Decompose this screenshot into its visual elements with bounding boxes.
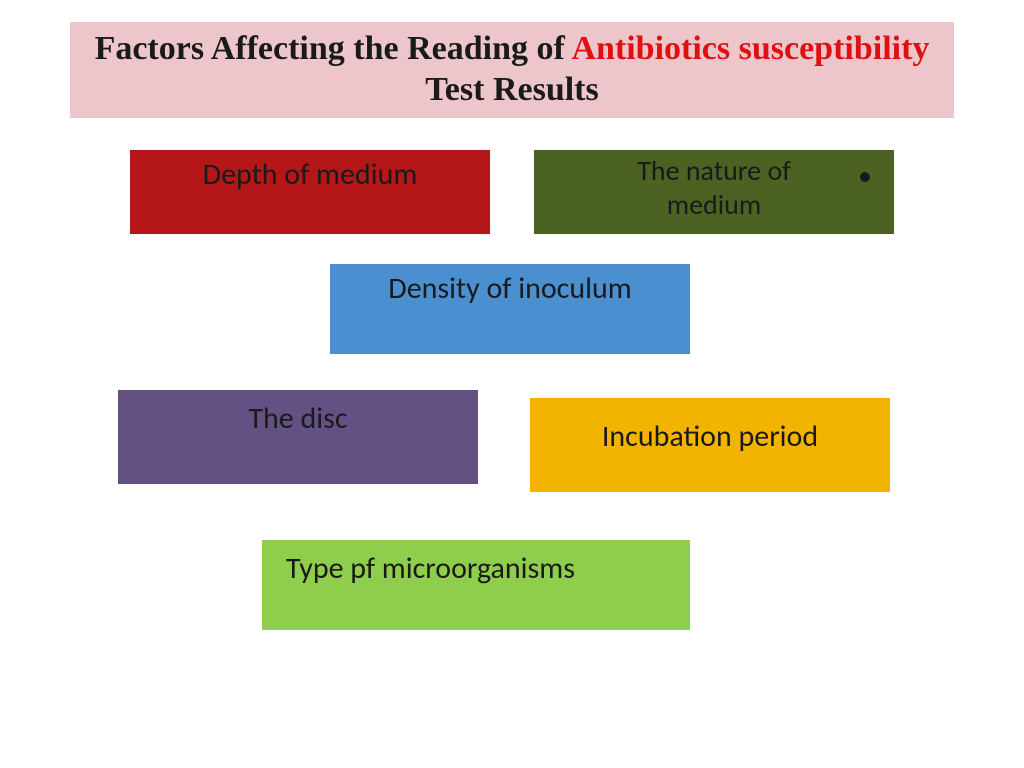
box-depth-label: Depth of medium bbox=[203, 156, 418, 193]
title-part-2: Antibiotics susceptibility bbox=[571, 30, 929, 67]
box-incubation-period: Incubation period bbox=[530, 398, 890, 492]
box-nature-label: The nature of medium bbox=[589, 154, 839, 221]
title-part-1: Factors Affecting the Reading of bbox=[95, 30, 572, 67]
title-part-3: Test Results bbox=[425, 71, 599, 108]
box-depth-of-medium: Depth of medium bbox=[130, 150, 490, 234]
box-disc-label: The disc bbox=[248, 400, 347, 437]
slide-title: Factors Affecting the Reading of Antibio… bbox=[70, 22, 954, 118]
box-type-of-microorganisms: Type pf microorganisms bbox=[262, 540, 690, 630]
slide-title-text: Factors Affecting the Reading of Antibio… bbox=[70, 29, 954, 111]
box-incub-label: Incubation period bbox=[602, 418, 818, 455]
box-type-label: Type pf microorganisms bbox=[286, 550, 575, 587]
box-density-of-inoculum: Density of inoculum bbox=[330, 264, 690, 354]
box-density-label: Density of inoculum bbox=[388, 270, 631, 307]
box-nature-of-medium: The nature of medium • bbox=[534, 150, 894, 234]
box-the-disc: The disc bbox=[118, 390, 478, 484]
bullet-icon: • bbox=[858, 158, 872, 193]
